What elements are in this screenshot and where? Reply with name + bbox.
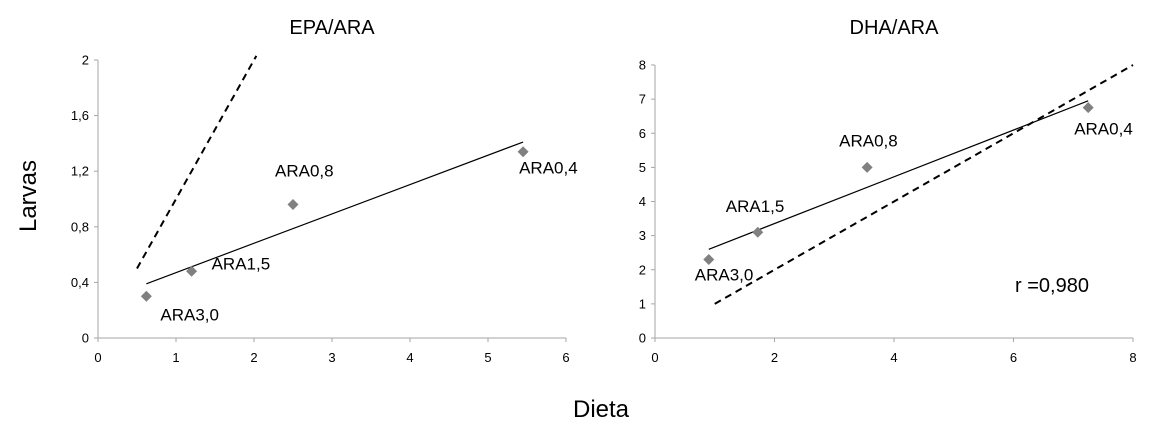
- y-tick-label: 0,8: [71, 219, 89, 234]
- x-tick-label: 4: [406, 350, 413, 365]
- data-point-label: ARA1,5: [212, 254, 271, 273]
- correlation-annotation: r =0,980: [1015, 275, 1089, 297]
- data-point-label: ARA0,4: [519, 159, 578, 178]
- data-point-marker: [703, 254, 715, 266]
- data-point-marker: [140, 290, 152, 302]
- x-tick-label: 6: [562, 350, 569, 365]
- y-tick-label: 1,6: [71, 108, 89, 123]
- y-tick-label: 4: [639, 194, 646, 209]
- y-tick-label: 0: [639, 331, 646, 346]
- y-tick-label: 0: [82, 331, 89, 346]
- data-point-label: ARA0,8: [275, 162, 334, 181]
- y-tick-label: 5: [639, 160, 646, 175]
- y-tick-label: 3: [639, 228, 646, 243]
- trend-line: [708, 100, 1089, 250]
- y-tick-label: 1: [639, 296, 646, 311]
- chart-panel-1: EPA/ARA 0 0,4 0,8 1,2 1,6 2 0 1 2 3 4 5 6 ARA3,0 ARA1,5…: [71, 17, 578, 365]
- x-tick-label: 6: [1010, 350, 1017, 365]
- y-tick-label: 2: [82, 53, 89, 68]
- data-point-label: ARA3,0: [160, 305, 219, 324]
- x-tick-label: 3: [328, 350, 335, 365]
- y-tick-label: 6: [639, 126, 646, 141]
- chart-panels: EPA/ARA 0 0,4 0,8 1,2 1,6 2 0 1 2 3 4 5 6 ARA3,0 ARA1,5…: [71, 17, 1137, 365]
- x-tick-label: 0: [651, 350, 658, 365]
- chart-title: DHA/ARA: [850, 17, 940, 39]
- chart-title: EPA/ARA: [289, 17, 375, 39]
- y-tick-label: 0,4: [71, 275, 89, 290]
- data-point-marker: [1082, 102, 1094, 114]
- data-point-marker: [752, 226, 764, 238]
- identity-dashed-line: [714, 64, 1134, 305]
- x-tick-label: 2: [250, 350, 257, 365]
- data-point-label: ARA1,5: [726, 197, 785, 216]
- identity-dashed-line: [136, 55, 258, 269]
- y-tick-label: 2: [639, 262, 646, 277]
- x-tick-label: 5: [484, 350, 491, 365]
- chart-panel-2: DHA/ARA 0 1 2 3 4 5 6 7 8 0 2 4 6 8 ARA3,0 ARA1,5 ARA0,8 A…: [639, 17, 1137, 365]
- data-point-marker: [186, 265, 198, 277]
- data-point-marker: [861, 161, 873, 173]
- x-tick-label: 4: [890, 350, 897, 365]
- y-tick-label: 1,2: [71, 164, 89, 179]
- x-tick-label: 1: [172, 350, 179, 365]
- x-tick-label: 2: [771, 350, 778, 365]
- y-tick-label: 8: [639, 58, 646, 73]
- shared-x-axis-label: Dieta: [573, 396, 630, 421]
- trend-line: [146, 141, 524, 285]
- data-point-marker: [517, 146, 529, 158]
- x-tick-label: 0: [94, 350, 101, 365]
- data-point-label: ARA0,4: [1074, 120, 1133, 139]
- data-point-marker: [287, 199, 299, 211]
- y-tick-label: 7: [639, 92, 646, 107]
- shared-y-axis-label: Larvas: [15, 160, 42, 232]
- data-point-label: ARA0,8: [839, 131, 898, 150]
- x-tick-label: 8: [1129, 350, 1136, 365]
- data-point-label: ARA3,0: [695, 266, 754, 285]
